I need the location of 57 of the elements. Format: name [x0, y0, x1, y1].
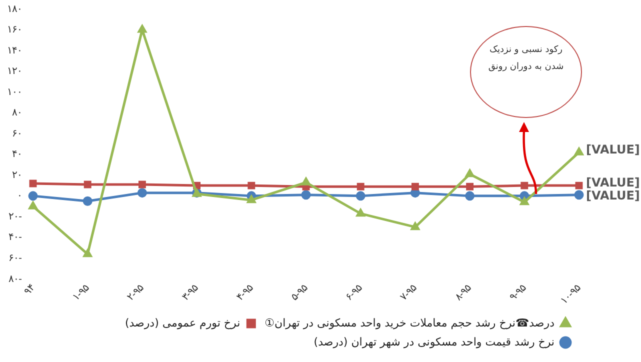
y-tick-label: ۶۰ [12, 128, 22, 140]
point [247, 195, 256, 204]
x-tick-label: ۶-۹۵ [344, 282, 365, 304]
annotation: رکود نسبی و نزدیک شدن به دوران رونق [487, 44, 565, 74]
point [83, 249, 92, 258]
x-tick-label: ۸-۹۵ [453, 282, 474, 304]
data-label: [VALUE] [586, 142, 640, 156]
data-label: [VALUE] [586, 176, 640, 190]
point [137, 188, 147, 198]
legend-label: نرخ رشد قیمت واحد مسکونی در شهر تهران (درصد) [314, 335, 554, 348]
y-tick-label: ۱۸۰ [7, 4, 22, 15]
point [520, 197, 529, 206]
point [356, 182, 364, 190]
y-tick-label: ۰ [17, 190, 22, 202]
y-tick-label: ۲۰- [8, 211, 22, 222]
y-tick-label: ۱۴۰ [7, 45, 22, 56]
point [466, 182, 474, 190]
x-tick-label: ۹-۹۵ [508, 282, 528, 304]
point [520, 182, 528, 190]
point [138, 180, 146, 188]
x-tick-label: ۴-۹۵ [234, 282, 256, 304]
y-tick-label: ۱۲۰ [7, 66, 22, 78]
point [356, 191, 366, 201]
point [575, 182, 583, 190]
point [248, 182, 256, 190]
point [84, 180, 92, 188]
point [82, 196, 92, 206]
point [302, 178, 310, 186]
point [29, 180, 37, 188]
point [356, 208, 365, 217]
y-tick-label: ۸۰- [8, 274, 22, 285]
x-tick-label: ۲-۹۵ [126, 282, 146, 304]
data-label: [VALUE] [586, 188, 640, 203]
point [301, 190, 311, 200]
x-tick-label: ۳-۹۵ [180, 282, 201, 304]
legend-label: ①درصد☎نرخ رشد حجم معاملات خرید واحد مسکونی در تهران [264, 316, 555, 330]
x-tick-label: ۱۰-۹۵ [558, 282, 584, 307]
y-tick-label: ۱۶۰ [7, 24, 22, 36]
x-tick-label: ۹۴ [22, 282, 38, 298]
x-tick-label: ۷-۹۵ [398, 282, 420, 304]
y-tick-label: ۸۰ [12, 108, 22, 119]
point [574, 190, 584, 200]
y-tick-label: ۴۰ [12, 149, 22, 160]
x-tick-label: ۱-۹۵ [70, 282, 92, 304]
point [410, 222, 420, 230]
x-tick-label: ۵-۹۵ [289, 282, 310, 304]
point [28, 191, 38, 201]
y-tick-label: ۱۰۰ [7, 86, 22, 98]
point [465, 191, 475, 201]
legend-label: نرخ تورم عمومی (درصد) [124, 316, 240, 330]
point [28, 202, 38, 210]
y-tick-label: ۲۰ [12, 170, 22, 181]
point [411, 182, 419, 190]
point [574, 148, 584, 156]
y-tick-label: ۶۰- [8, 252, 22, 264]
point [466, 169, 474, 178]
y-tick-label: ۴۰- [8, 232, 22, 244]
